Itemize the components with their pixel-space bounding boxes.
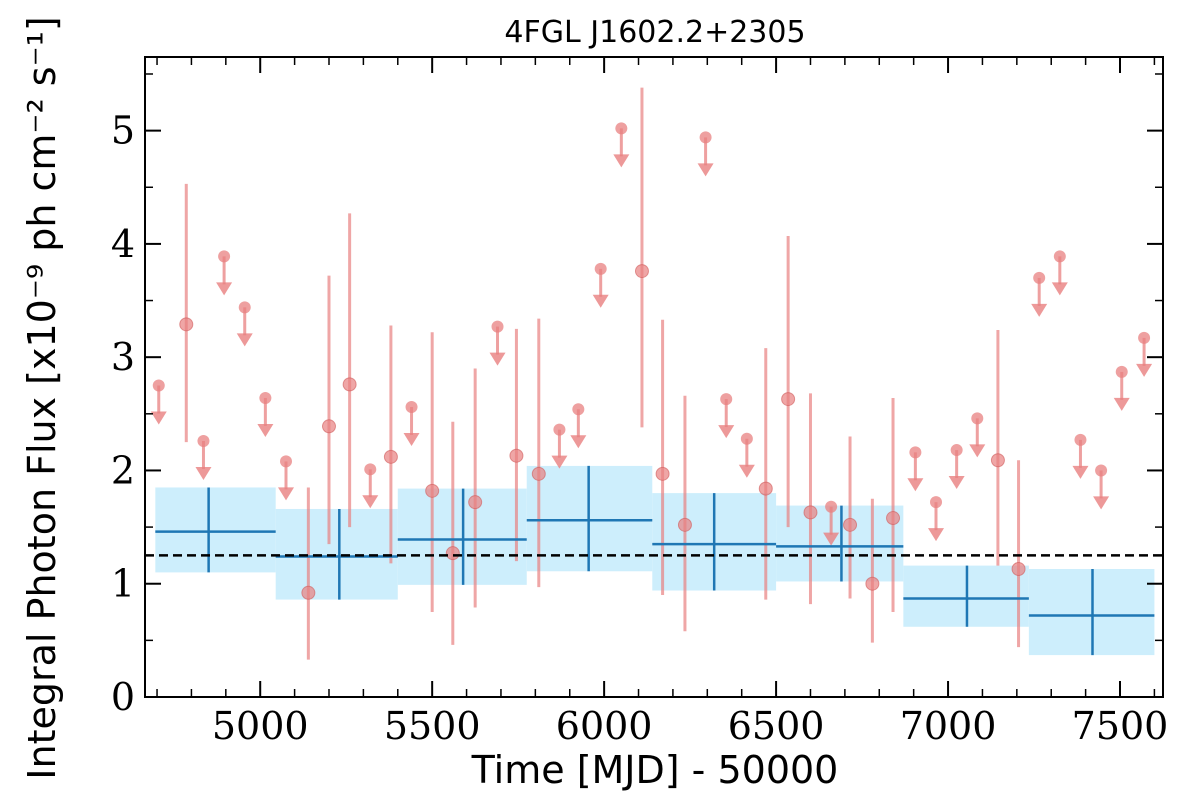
upper-limit-arrow: [969, 444, 986, 458]
upper-limit-point: [405, 401, 418, 414]
upper-limit-point: [218, 250, 231, 263]
upper-limit-point: [909, 446, 922, 459]
upper-limit-point: [825, 500, 838, 513]
upper-limit-point: [259, 391, 272, 404]
upper-limit-point: [1074, 433, 1087, 446]
axis-ticks: 5000 5500 6000 6500 7000 7500 0 1 2 3 4 5: [111, 57, 1169, 748]
x-tick-label: 7000: [900, 704, 997, 748]
upper-limit-point: [197, 435, 210, 447]
detection-point: [301, 585, 316, 600]
y-tick-label: 0: [111, 675, 135, 719]
upper-limit-arrow: [1136, 363, 1153, 377]
upper-limit-point: [553, 423, 566, 436]
upper-limit-arrow: [738, 464, 755, 478]
detection-point: [990, 453, 1005, 468]
detection-point: [445, 546, 460, 561]
chart-title: 4FGL J1602.2+2305: [504, 15, 805, 50]
upper-limit-point: [1095, 464, 1108, 477]
upper-limit-arrow: [551, 455, 568, 469]
plot-frame: [144, 56, 1164, 698]
detection-point: [468, 495, 483, 510]
detection-point: [803, 505, 818, 520]
detection-point: [342, 377, 357, 392]
upper-limit-arrow: [907, 478, 924, 492]
detection-point: [531, 466, 546, 481]
detection-point: [781, 392, 796, 407]
upper-limit-point: [594, 262, 607, 275]
detection-point: [179, 317, 194, 332]
upper-limit-arrow: [150, 411, 167, 425]
upper-limit-point: [950, 444, 963, 457]
x-tick-label: 7500: [1072, 704, 1169, 748]
upper-limit-arrow: [257, 423, 274, 437]
yearly-bin-band: [275, 508, 398, 600]
upper-limit-point: [280, 455, 293, 468]
y-tick-label: 5: [111, 109, 135, 153]
upper-limit-point: [1053, 250, 1066, 263]
detection-point: [677, 517, 692, 532]
upper-limit-point: [1138, 331, 1151, 344]
upper-limit-arrow: [613, 154, 630, 168]
detection-point: [509, 448, 524, 463]
x-tick-label: 6500: [728, 704, 825, 748]
upper-limit-arrow: [1031, 303, 1048, 317]
upper-limit-point: [364, 463, 377, 476]
upper-limit-arrow: [823, 532, 840, 546]
upper-limit-arrow: [1113, 397, 1130, 411]
upper-limit-arrow: [278, 487, 295, 501]
y-tick-label: 2: [111, 448, 135, 492]
detection-point: [843, 517, 858, 532]
y-tick-label: 1: [111, 562, 135, 606]
detection-point: [1011, 562, 1026, 576]
upper-limit-point: [615, 122, 628, 135]
upper-limit-point: [699, 131, 712, 144]
upper-limit-arrow: [362, 495, 379, 509]
detection-point: [758, 481, 773, 496]
upper-limit-point: [238, 301, 251, 314]
yearly-bin-band: [155, 487, 276, 573]
detection-point: [634, 264, 649, 279]
upper-limit-arrow: [948, 476, 965, 490]
upper-limit-arrow: [718, 425, 735, 439]
upper-limit-point: [740, 432, 753, 445]
detection-point: [886, 511, 901, 526]
upper-limit-point: [1033, 271, 1046, 284]
upper-limit-arrow: [570, 435, 587, 449]
upper-limit-point: [1115, 365, 1128, 378]
upper-limit-point: [152, 379, 165, 392]
x-tick-label: 6000: [556, 704, 653, 748]
yearly-bin-band: [776, 505, 904, 582]
y-axis-label: Integral Photon Flux [x10⁻⁹ ph cm⁻² s⁻¹]: [20, 16, 64, 779]
upper-limit-arrow: [697, 163, 714, 177]
upper-limit-point: [971, 412, 984, 425]
upper-limit-point: [491, 320, 504, 333]
detection-point: [321, 419, 336, 434]
upper-limit-arrow: [928, 528, 945, 542]
upper-limit-point: [572, 403, 585, 416]
detection-point: [425, 483, 440, 498]
y-tick-label: 4: [111, 222, 135, 266]
x-axis-label: Time [MJD] - 50000: [471, 748, 839, 792]
detection-point: [383, 449, 398, 464]
detection-point: [865, 576, 880, 591]
y-tick-label: 3: [111, 335, 135, 379]
upper-limit-arrow: [489, 352, 506, 366]
upper-limit-arrow: [1051, 282, 1068, 296]
upper-limit-point: [930, 496, 943, 509]
x-tick-label: 5500: [384, 704, 481, 748]
upper-limit-arrow: [403, 433, 420, 446]
upper-limit-arrow: [592, 294, 609, 308]
upper-limit-arrow: [1072, 465, 1089, 479]
upper-limit-arrow: [216, 282, 233, 296]
upper-limit-arrow: [236, 333, 253, 347]
upper-limit-arrow: [195, 466, 212, 480]
detection-point: [655, 466, 670, 481]
upper-limit-point: [720, 393, 733, 406]
upper-limit-arrow: [1093, 496, 1110, 510]
x-tick-label: 5000: [212, 704, 309, 748]
plot-area: [145, 87, 1163, 660]
